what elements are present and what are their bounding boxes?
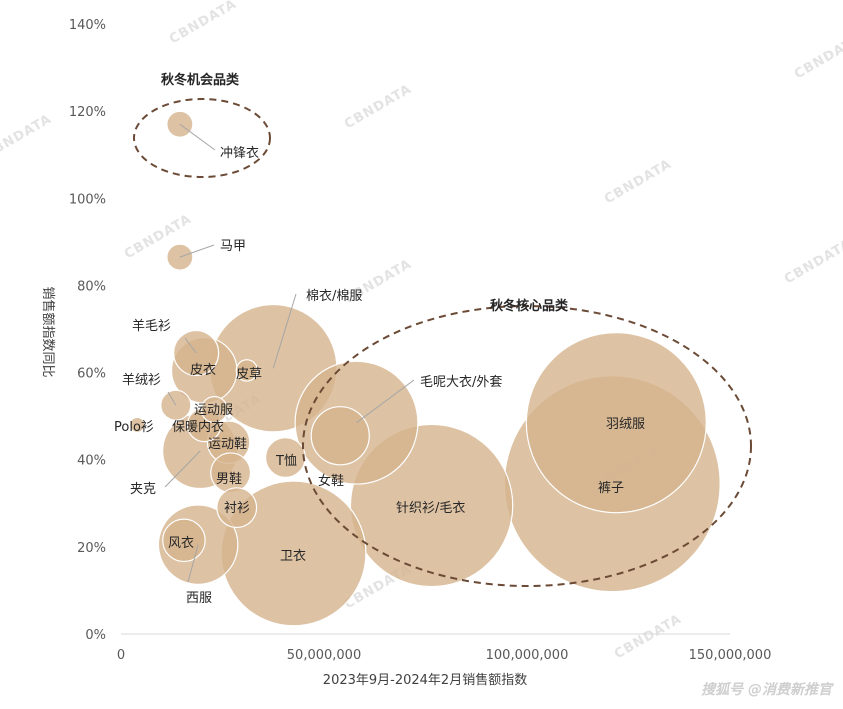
y-tick-label: 0%: [85, 628, 106, 643]
group-opportunity: 秋冬机会品类: [133, 72, 271, 178]
x-tick-label: 100,000,000: [486, 648, 569, 663]
bubble-label: 皮草: [236, 367, 262, 382]
leader-line: [179, 244, 215, 258]
x-axis-title: 2023年9月-2024年2月销售额指数: [323, 672, 527, 688]
x-axis-ticks: 0 50,000,000 100,000,000 150,000,000: [117, 648, 772, 663]
bubble-11: [216, 487, 258, 529]
bubble-21: [525, 332, 707, 514]
bubble-label: T恤: [275, 454, 297, 469]
footer-watermark: 搜狐号 @消费新推官: [701, 681, 834, 698]
y-tick-label: 80%: [77, 279, 106, 294]
watermark-text: CBNDATA: [612, 612, 685, 663]
group-outline-opportunity: [133, 98, 271, 178]
x-tick-label: 50,000,000: [287, 648, 361, 663]
bubble-label: 冲锋衣: [220, 145, 259, 161]
bubble-label: 棉衣/棉服: [306, 288, 362, 304]
bubble-label: 衬衫: [224, 501, 250, 516]
bubble-18: [310, 406, 370, 466]
bubble-label: 运动鞋: [208, 436, 247, 452]
watermark-text: CBNDATA: [342, 82, 415, 133]
bubble-label: 裤子: [598, 481, 624, 496]
group-outline-core: [302, 305, 752, 587]
leader-line: [184, 337, 197, 354]
group-title-core: 秋冬核心品类: [490, 298, 569, 314]
bubble-label: Polo衫: [114, 420, 154, 435]
y-tick-label: 140%: [69, 18, 106, 33]
bubble-label: 毛呢大衣/外套: [420, 374, 502, 390]
bubble-label: 马甲: [220, 239, 246, 254]
leader-line: [187, 544, 199, 583]
y-axis-title: 销售额指数同比: [40, 286, 56, 377]
y-tick-label: 120%: [69, 105, 106, 120]
bubble-label: 运动服: [194, 403, 233, 418]
bubble-label: 羊毛衫: [132, 318, 171, 334]
watermark-text: CBNDATA: [602, 157, 675, 208]
bubble-label: 风衣: [168, 535, 194, 551]
bubble-label: 男鞋: [216, 471, 242, 487]
bubble-16: [264, 437, 306, 478]
y-tick-label: 100%: [69, 192, 106, 207]
y-tick-label: 60%: [77, 367, 106, 382]
y-tick-label: 20%: [77, 541, 106, 556]
x-tick-label: 0: [117, 648, 125, 663]
watermark-text: CBNDATA: [782, 237, 843, 288]
bubble-label: 羊绒衫: [122, 372, 161, 388]
bubble-5: [200, 396, 228, 424]
bubble-label: 保暖内衣: [172, 419, 224, 435]
bubble-label: 皮衣: [190, 362, 216, 378]
leader-line: [164, 450, 201, 488]
leader-line: [167, 391, 177, 406]
leader-line: [179, 123, 216, 151]
bubble-label: 女鞋: [318, 473, 344, 489]
group-title-opportunity: 秋冬机会品类: [161, 72, 240, 88]
leader-line: [272, 293, 297, 369]
bubble-6: [129, 416, 146, 433]
bubble-label: 西服: [186, 591, 212, 606]
watermark-text: CBNDATA: [792, 32, 843, 83]
leader-lines: [164, 123, 415, 583]
bubble-label: 卫衣: [280, 548, 306, 564]
x-tick-label: 150,000,000: [689, 648, 772, 663]
bubble-12: [162, 518, 206, 563]
leader-line: [356, 379, 415, 424]
bubble-label: 羽绒服: [606, 417, 645, 432]
bubble-label: 夹克: [130, 482, 156, 497]
watermark-text: CBNDATA: [167, 0, 240, 47]
y-tick-label: 40%: [77, 454, 106, 469]
group-core: 秋冬核心品类: [302, 298, 752, 587]
bubble-label: 针织衫/毛衣: [396, 500, 465, 516]
y-axis-ticks: 0% 20% 40% 60% 80% 100% 120% 140%: [69, 18, 106, 643]
watermark-text: CBNDATA: [0, 112, 55, 163]
bubble-14: [235, 359, 259, 382]
bubbles-layer: [129, 110, 721, 627]
